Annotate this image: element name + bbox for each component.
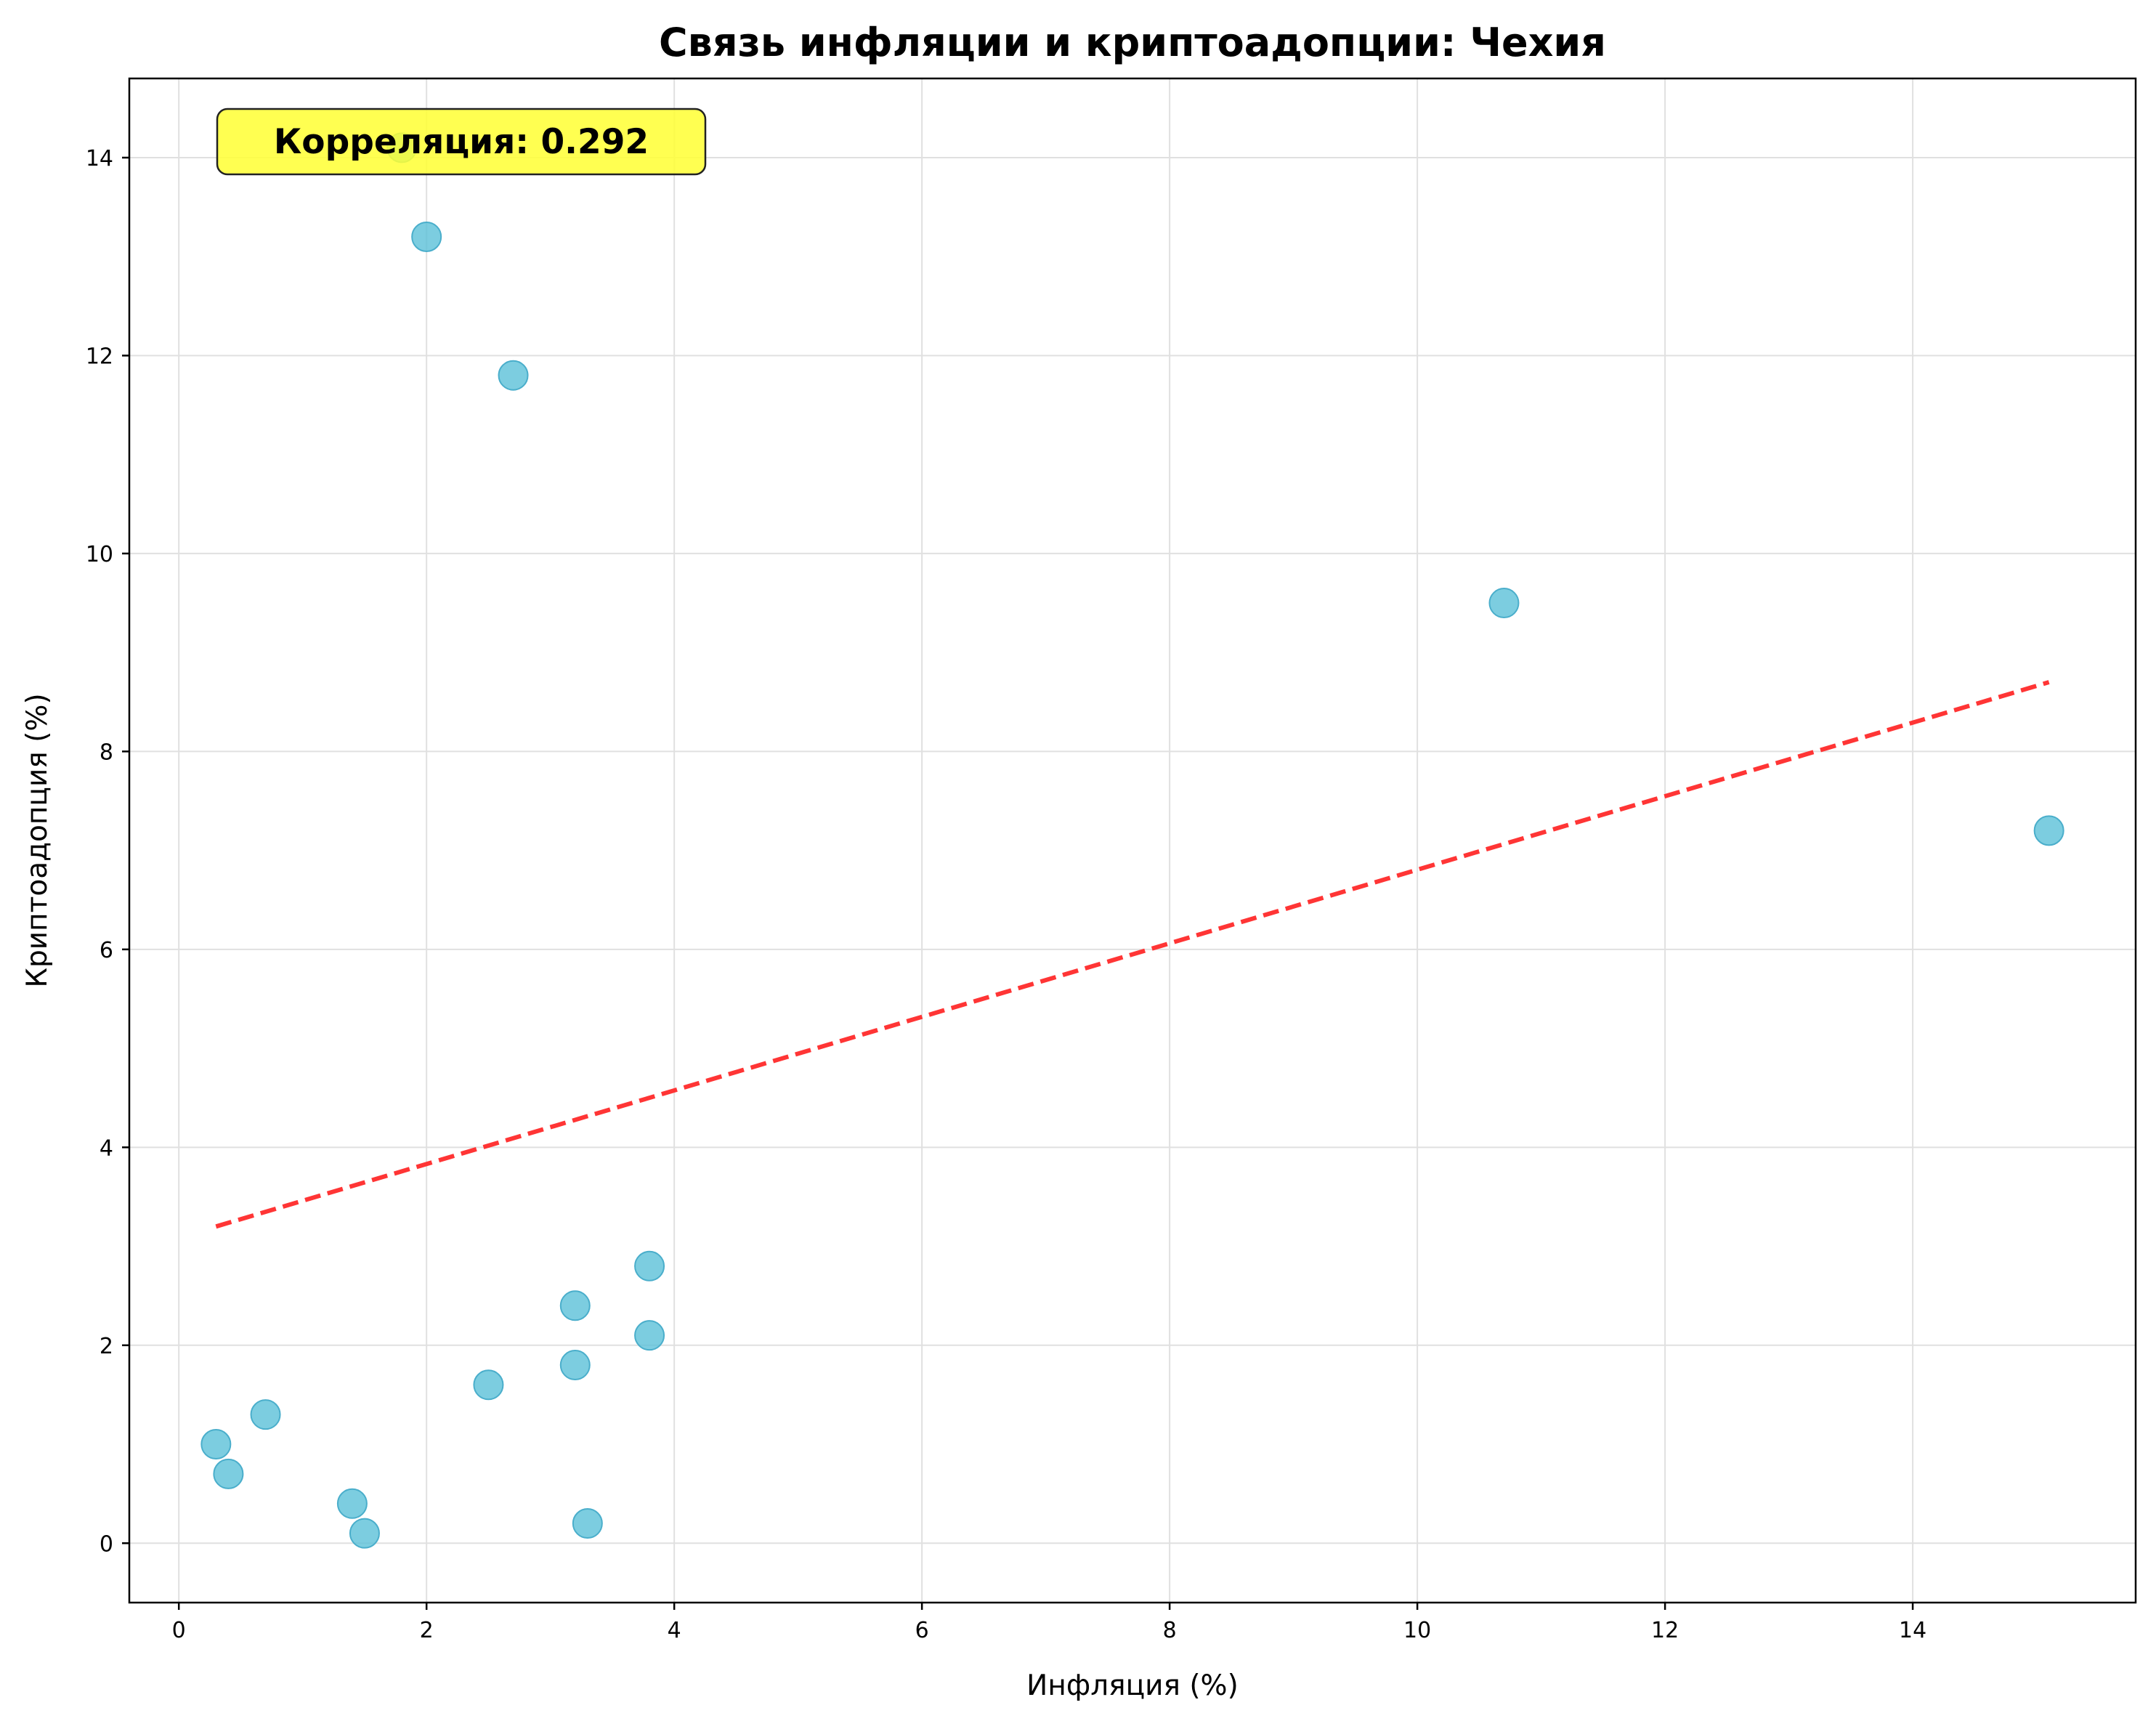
y-tick-label: 14 — [86, 146, 113, 171]
scatter-point — [473, 1369, 504, 1401]
x-tick-label: 10 — [1403, 1618, 1431, 1643]
x-tick-label: 4 — [668, 1618, 681, 1643]
grid — [129, 78, 2136, 1603]
y-tick-label: 8 — [100, 740, 113, 765]
scatter-point — [2033, 815, 2064, 846]
scatter-point — [411, 221, 442, 252]
scatter-point — [559, 1350, 591, 1381]
scatter-point — [1488, 588, 1520, 619]
x-tick-label: 12 — [1651, 1618, 1679, 1643]
scatter-points — [200, 132, 2064, 1549]
annotation-box — [216, 108, 707, 176]
x-tick-label: 6 — [915, 1618, 929, 1643]
scatter-point — [634, 1250, 665, 1281]
scatter-point — [498, 360, 529, 391]
scatter-point — [572, 1508, 603, 1539]
scatter-point — [336, 1488, 368, 1519]
x-tick-label: 2 — [420, 1618, 434, 1643]
y-tick-label: 12 — [86, 344, 113, 369]
scatter-point — [213, 1458, 244, 1489]
trendline — [215, 680, 2050, 1229]
axis-ticks: 0 2 4 6 8 10 12 14 0 2 4 6 8 10 12 14 — [86, 146, 1926, 1643]
chart-title: Связь инфляции и криптоадопции: Чехия — [659, 20, 1606, 65]
scatter-point — [634, 1320, 665, 1351]
scatter-point — [559, 1290, 591, 1321]
scatter-point — [349, 1518, 380, 1549]
x-tick-label: 8 — [1163, 1618, 1177, 1643]
y-tick-label: 6 — [100, 938, 113, 963]
plot-frame — [128, 77, 2137, 1604]
correlation-annotation: Корреляция: 0.292 — [216, 108, 707, 176]
x-tick-label: 14 — [1899, 1618, 1926, 1643]
annotation-text: Корреляция: 0.292 — [274, 122, 649, 162]
scatter-point — [250, 1399, 281, 1430]
y-tick-label: 0 — [100, 1531, 113, 1557]
x-tick-label: 0 — [172, 1618, 186, 1643]
trendline-layer — [215, 680, 2050, 1229]
scatter-point — [200, 1429, 232, 1460]
x-axis-label: Инфляция (%) — [1026, 1669, 1239, 1702]
y-tick-label: 10 — [86, 542, 113, 567]
y-tick-label: 4 — [100, 1135, 113, 1161]
y-tick-label: 2 — [100, 1334, 113, 1359]
y-axis-label: Криптоадопция (%) — [21, 693, 54, 987]
